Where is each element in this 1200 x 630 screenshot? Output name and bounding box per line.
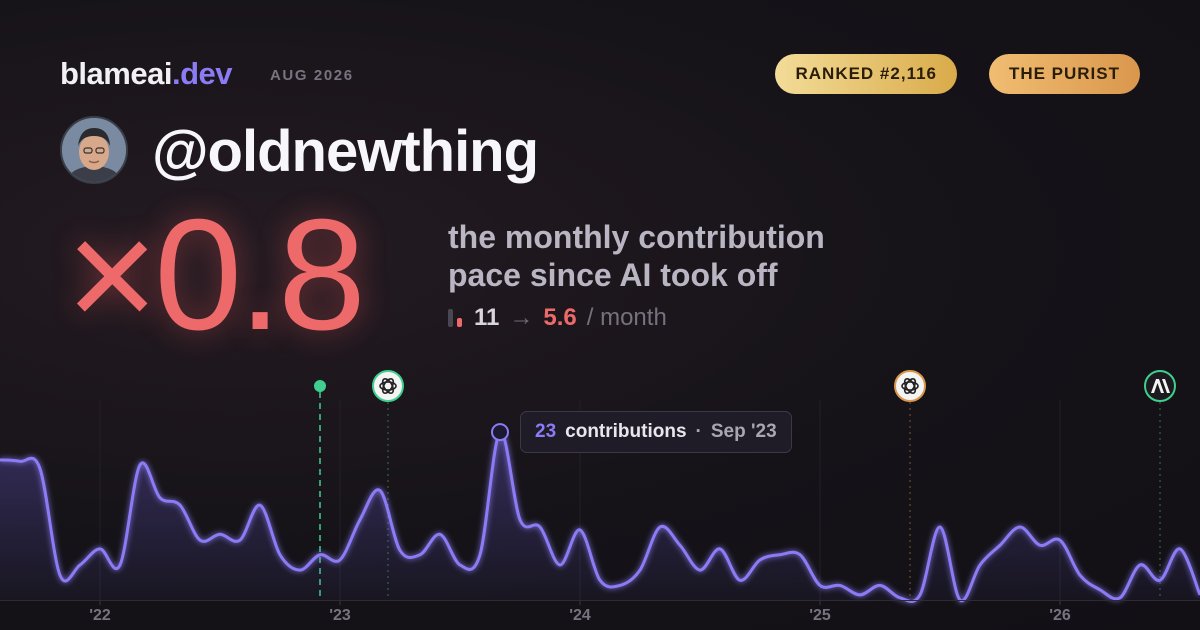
brand: blameai.dev — [60, 56, 232, 92]
pace-arrow: → — [509, 304, 534, 331]
x-tick-label: '26 — [1049, 607, 1071, 624]
caption-line: the monthly contribution — [448, 219, 825, 255]
plot — [0, 423, 1200, 603]
caption-line: pace since AI took off — [448, 257, 778, 293]
brand-tld: .dev — [171, 56, 233, 91]
area — [0, 431, 1200, 602]
rank-badge: RANKED #2,116 — [775, 54, 957, 94]
line — [0, 430, 1200, 603]
tooltip-label: contributions — [565, 421, 687, 442]
event-dot — [314, 380, 326, 392]
pace-icon — [448, 309, 462, 327]
openai-icon — [372, 370, 404, 402]
tooltip-value: 23 — [535, 421, 557, 442]
tooltip: 23 contributions · Sep '23 — [520, 411, 792, 453]
persona-badge: THE PURIST — [988, 54, 1140, 94]
brand-name: blameai — [60, 56, 172, 91]
pace-unit: / month — [586, 304, 667, 331]
tooltip-separator: · — [695, 421, 702, 442]
x-tick-label: '23 — [329, 607, 351, 624]
x-tick-label: '25 — [809, 607, 831, 624]
pace-stats: 11 → 5.6 / month — [448, 304, 667, 332]
multiplier: ×0.8 — [66, 187, 366, 363]
x-tick-label: '24 — [569, 607, 591, 624]
anthropic-icon — [1144, 370, 1176, 402]
x-tick-label: '22 — [89, 607, 111, 624]
pace-after: 5.6 — [543, 304, 577, 331]
pace-before: 11 — [474, 304, 500, 331]
date: AUG 2026 — [270, 67, 354, 84]
events — [314, 370, 1176, 600]
openai-icon — [894, 370, 926, 402]
handle: @oldnewthing — [152, 119, 539, 184]
tooltip-date: Sep '23 — [710, 421, 777, 442]
avatar — [60, 116, 128, 184]
highlight-point — [491, 423, 509, 442]
